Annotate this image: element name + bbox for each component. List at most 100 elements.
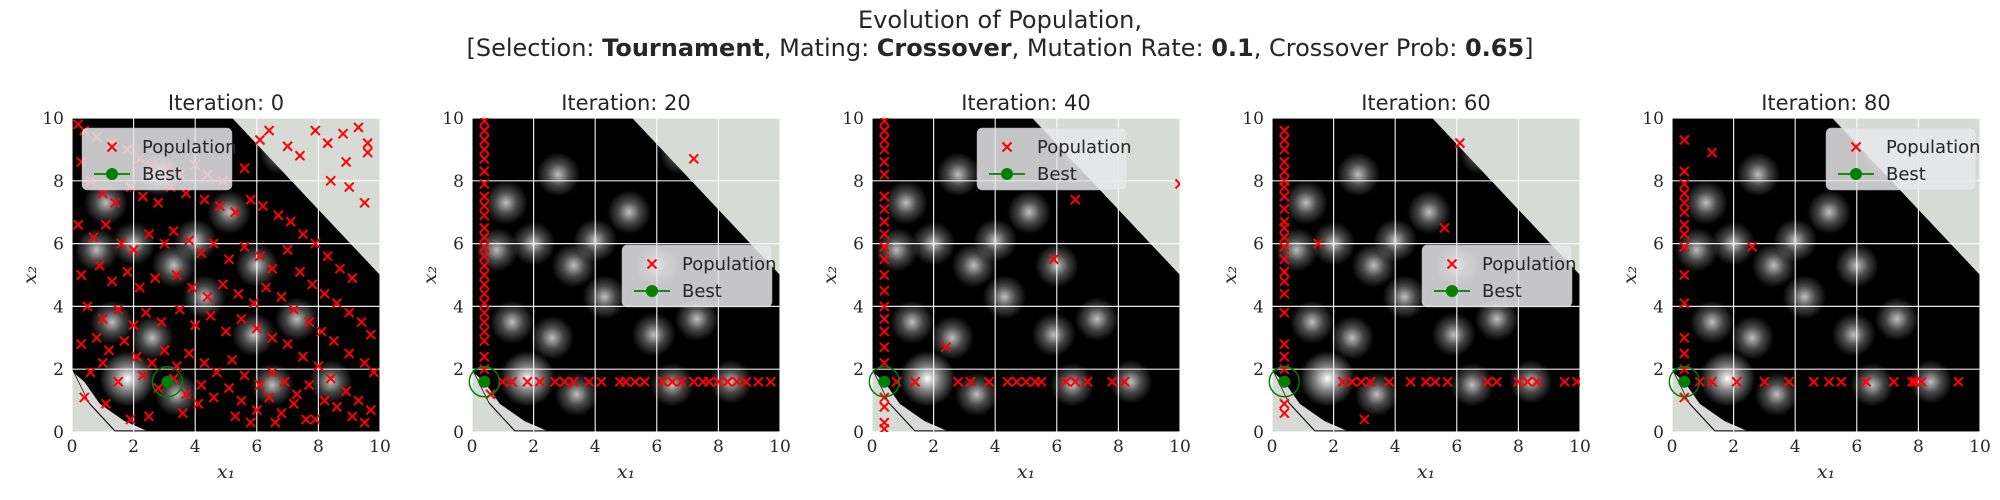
legend-population-marker (106, 141, 118, 153)
population-point (251, 323, 263, 334)
population-point (522, 376, 533, 387)
population-point (347, 411, 358, 422)
population-point (688, 376, 699, 387)
x-tick-label: 8 (1113, 437, 1124, 457)
legend: Population Best (1421, 244, 1577, 308)
heatmap-peak (250, 362, 295, 407)
y-tick-label: 8 (453, 172, 464, 192)
heatmap-peak (607, 190, 652, 235)
population-point (479, 307, 490, 318)
population-point (879, 156, 890, 168)
population-point (1359, 414, 1370, 425)
population-point (331, 401, 343, 413)
population-point (1679, 269, 1690, 281)
population-point (1036, 376, 1047, 387)
x-tick-label: 4 (190, 437, 201, 457)
x-tick-label: 2 (928, 437, 939, 457)
subplot-title: Iteration: 80 (1761, 91, 1891, 115)
population-point (879, 423, 890, 432)
heatmap-peak (1108, 359, 1153, 404)
population-point (1808, 376, 1819, 387)
population-point (362, 137, 373, 149)
y-tick-label: 0 (53, 423, 64, 443)
population-point (1430, 376, 1441, 387)
population-point (266, 367, 278, 378)
heatmap-peak (1290, 300, 1335, 345)
title-part: , Crossover Prob: (1254, 34, 1465, 62)
population-point (334, 263, 346, 274)
population-point (879, 241, 890, 252)
population-series (1679, 134, 1964, 403)
x-tick-label: 6 (251, 437, 262, 457)
heatmap-peak (708, 359, 753, 404)
population-point (356, 316, 367, 328)
population-point (337, 128, 349, 139)
population-point (657, 376, 669, 387)
y-tick-label: 0 (853, 423, 864, 443)
x-tick-label: 4 (590, 437, 601, 457)
population-point (479, 288, 490, 300)
y-tick-label: 6 (1653, 235, 1664, 255)
x-tick-label: 6 (1851, 437, 1862, 457)
heatmap-peak (99, 350, 156, 407)
x-tick-label: 0 (1267, 437, 1278, 457)
population-point (85, 367, 96, 378)
figure-title-line1: Evolution of Population, (858, 6, 1142, 34)
x-axis-label: x₁ (217, 461, 235, 483)
best-ring (1268, 366, 1301, 398)
legend: Population Best (621, 244, 777, 308)
population-point (220, 326, 232, 337)
population-point (1823, 376, 1835, 387)
population-point (1002, 376, 1013, 387)
population-point (1405, 376, 1416, 387)
population-point (479, 326, 490, 337)
population-point (676, 376, 687, 387)
population-point (146, 357, 158, 369)
population-point (688, 153, 699, 165)
y-tick-label: 10 (1242, 109, 1264, 129)
population-point (1439, 222, 1450, 234)
population-point (180, 389, 192, 400)
population-point (1107, 376, 1118, 387)
population-point (740, 376, 752, 387)
population-point (879, 269, 890, 281)
heatmap-peak (1283, 180, 1328, 225)
x-tick-label: 4 (1790, 437, 1801, 457)
population-point (666, 376, 678, 387)
population-point (479, 335, 490, 347)
x-tick-label: 10 (1569, 437, 1591, 457)
population-point (1174, 178, 1180, 190)
best-ring (868, 366, 901, 398)
population-point (193, 398, 204, 409)
population-point (325, 373, 336, 384)
population-point (196, 247, 207, 259)
population-point (263, 392, 275, 403)
y-tick-label: 8 (53, 172, 64, 192)
legend-label-population: Population (1482, 254, 1577, 275)
population-point (116, 238, 127, 249)
population-point (257, 200, 269, 212)
population-point (1070, 194, 1081, 205)
title-part: Crossover (877, 34, 1012, 62)
boundary-band (1675, 373, 1746, 431)
population-point (1279, 181, 1290, 193)
heatmap-peak (1908, 359, 1953, 404)
y-tick-label: 2 (1253, 360, 1264, 380)
legend-population-marker (1850, 141, 1862, 153)
population-point (88, 232, 99, 243)
population-point (343, 307, 355, 318)
population-point (282, 244, 293, 256)
heatmap-peak (1007, 190, 1052, 235)
population-point (236, 395, 247, 406)
population-point (303, 316, 315, 328)
population-point (100, 398, 112, 409)
heatmap-peak (1330, 315, 1375, 360)
population-point (79, 392, 90, 403)
population-point (479, 279, 490, 290)
population-point (1679, 178, 1690, 190)
population-point (549, 376, 561, 387)
figure-title-line2: [Selection: Tournament, Mating: Crossove… (466, 34, 1533, 62)
population-point (109, 197, 121, 208)
population-point (128, 244, 139, 256)
population-point (143, 411, 155, 422)
